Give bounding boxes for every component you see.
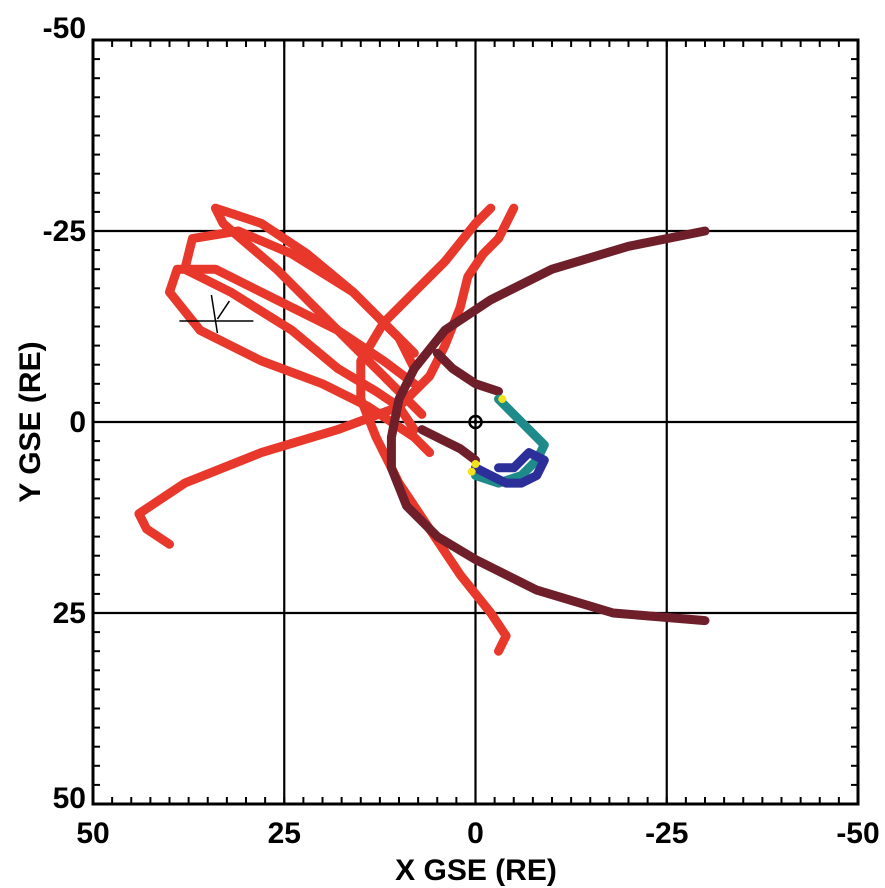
x-tick-label: 25 (268, 817, 301, 850)
y-tick-label: -25 (43, 215, 86, 248)
series-line-0 (134, 203, 519, 549)
x-tick-label: -50 (836, 817, 879, 850)
orbit-traces (134, 203, 710, 656)
annotations (179, 294, 483, 430)
series-line-3 (210, 203, 427, 419)
series-line-4 (356, 203, 511, 656)
cross-marker-d (216, 300, 231, 320)
y-axis-title: Y GSE (RE) (14, 341, 47, 502)
marker-point (498, 395, 507, 404)
marker-point (471, 460, 480, 469)
y-tick-label: 25 (53, 597, 86, 630)
x-tick-label: 0 (467, 817, 484, 850)
earth-marker (468, 414, 483, 430)
y-tick-label: -50 (43, 12, 86, 45)
y-tick-labels: -50 -25 0 25 50 (43, 12, 86, 815)
x-axis-title: X GSE (RE) (395, 854, 557, 887)
series-line-5 (386, 226, 710, 626)
series-line-7 (417, 425, 480, 465)
x-tick-label: -25 (645, 817, 688, 850)
earth-center (473, 420, 478, 424)
marker-point (467, 467, 476, 476)
y-tick-label: 0 (69, 406, 86, 439)
series-line-6 (432, 348, 503, 396)
y-tick-label: 50 (53, 782, 86, 815)
x-tick-label: 50 (76, 817, 109, 850)
cross-marker-v (210, 294, 219, 334)
minor-ticks (93, 40, 858, 804)
x-tick-labels: 50 25 0 -25 -50 (76, 817, 879, 850)
series-line-9 (471, 448, 549, 488)
